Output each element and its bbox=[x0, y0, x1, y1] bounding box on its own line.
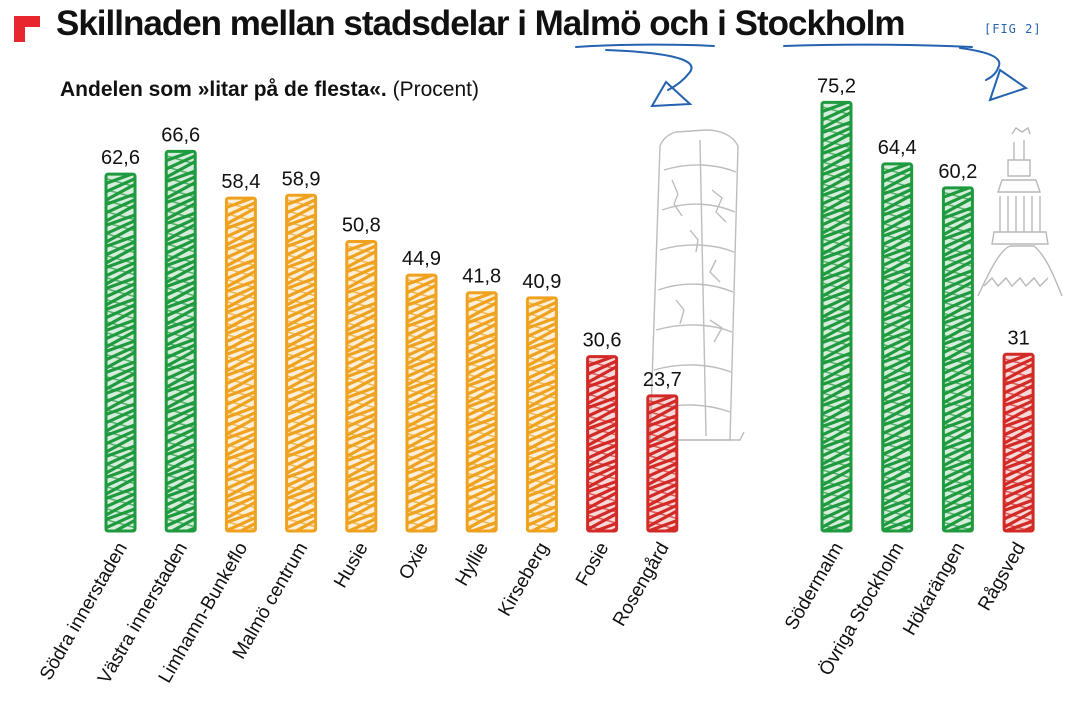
value-label-hyllie: 41,8 bbox=[462, 266, 501, 288]
figure-tag: [FIG 2] bbox=[984, 22, 1042, 36]
pen-underline-arrows-icon bbox=[575, 43, 1029, 108]
bar-vastra-innerstaden bbox=[164, 149, 197, 533]
bar-fosie bbox=[586, 355, 619, 533]
value-label-fosie: 30,6 bbox=[583, 330, 622, 352]
value-label-oxie: 44,9 bbox=[402, 248, 441, 270]
value-label-husie: 50,8 bbox=[342, 214, 381, 236]
subtitle-unit: (Procent) bbox=[392, 78, 479, 101]
brand-logo-icon bbox=[14, 16, 40, 42]
bar-sodra-innerstaden bbox=[104, 172, 137, 533]
chart-title: Skillnaden mellan stadsdelar i Malmö och… bbox=[56, 4, 906, 43]
value-label-rosengard: 23,7 bbox=[643, 369, 682, 391]
decorations bbox=[575, 43, 1063, 441]
value-label-ragsved: 31 bbox=[1007, 327, 1029, 349]
value-label-vastra-innerstaden: 66,6 bbox=[161, 124, 200, 146]
category-label-husie: Husie bbox=[330, 539, 372, 592]
category-label-fosie: Fosie bbox=[572, 539, 613, 590]
value-labels-layer: 62,6 66,6 58,4 58,9 50,8 44,9 41,8 40,9 30,6 23,7… bbox=[101, 75, 1030, 391]
bar-hyllie bbox=[465, 291, 498, 533]
bar-oxie bbox=[405, 273, 438, 533]
bar-limhamn-bunkeflo bbox=[224, 196, 257, 533]
bar-hokarangen bbox=[941, 186, 974, 533]
bar-ragsved bbox=[1002, 352, 1035, 533]
value-label-sodra-innerstaden: 62,6 bbox=[101, 147, 140, 169]
category-label-rosengard: Rosengård bbox=[609, 539, 674, 630]
category-label-oxie: Oxie bbox=[395, 539, 433, 583]
bars-layer bbox=[104, 100, 1035, 533]
category-label-ragsved: Rågsved bbox=[974, 539, 1030, 614]
category-label-kirseberg: Kirseberg bbox=[494, 539, 553, 620]
city-hall-tower-sketch-icon bbox=[977, 126, 1063, 297]
value-label-kirseberg: 40,9 bbox=[522, 271, 561, 293]
turning-torso-sketch-icon bbox=[649, 129, 745, 441]
bar-husie bbox=[345, 239, 378, 533]
chart-subtitle: Andelen som »litar på de flesta«. (Proce… bbox=[60, 78, 479, 102]
value-label-sodermalm: 75,2 bbox=[817, 75, 856, 97]
bar-kirseberg bbox=[525, 296, 558, 533]
value-label-hokarangen: 60,2 bbox=[938, 161, 977, 183]
value-label-malmo-centrum: 58,9 bbox=[282, 168, 321, 190]
value-label-limhamn-bunkeflo: 58,4 bbox=[221, 171, 260, 193]
bar-ovriga-stockholm bbox=[881, 162, 914, 533]
bar-sodermalm bbox=[820, 100, 853, 533]
subtitle-main: Andelen som »litar på de flesta«. bbox=[60, 78, 387, 101]
value-label-ovriga-stockholm: 64,4 bbox=[878, 137, 917, 159]
bar-malmo-centrum bbox=[285, 193, 318, 533]
category-label-hokarangen: Hökarängen bbox=[899, 539, 969, 639]
bar-rosengard bbox=[646, 394, 679, 533]
category-label-sodermalm: Södermalm bbox=[781, 539, 848, 634]
category-label-hyllie: Hyllie bbox=[452, 539, 493, 590]
